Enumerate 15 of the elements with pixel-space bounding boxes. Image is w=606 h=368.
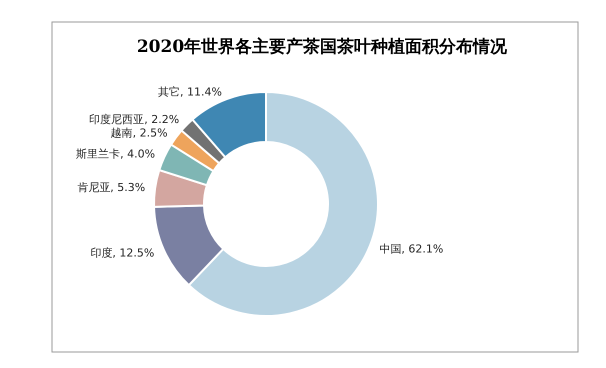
data-label: , 2.5%	[132, 126, 168, 140]
data-label: , 11.4%	[180, 86, 222, 99]
chart-title: 2020年世界各主要产茶国茶叶种植面积分布情况	[136, 37, 508, 57]
slice-label: 中国	[379, 242, 402, 256]
slice-label: 印度	[90, 246, 112, 260]
data-label: , 2.2%	[144, 113, 180, 126]
slice-label: 印度尼西亚	[89, 113, 144, 126]
data-label: , 4.0%	[120, 148, 156, 161]
slice-label: 肯尼亚	[77, 181, 110, 194]
data-label: , 62.1%	[401, 242, 444, 256]
data-label: , 5.3%	[110, 181, 146, 194]
slice-label: 越南	[110, 126, 133, 140]
data-label: , 12.5%	[112, 246, 154, 260]
slice-label: 其它	[158, 86, 180, 99]
slice-label: 斯里兰卡	[76, 148, 120, 161]
